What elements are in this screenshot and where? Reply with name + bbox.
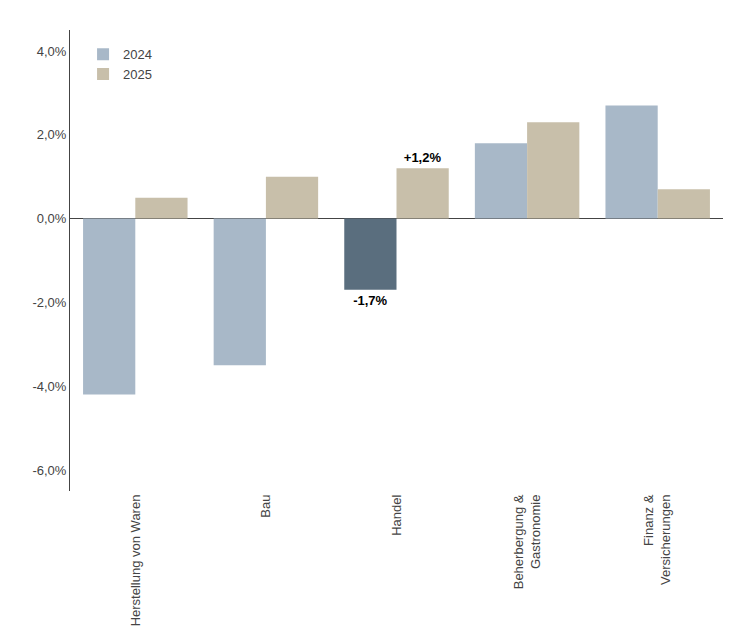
svg-text:-1,7%: -1,7% bbox=[353, 293, 387, 308]
svg-text:2,0%: 2,0% bbox=[37, 127, 67, 142]
svg-text:-2,0%: -2,0% bbox=[32, 295, 66, 310]
svg-text:-6,0%: -6,0% bbox=[32, 463, 66, 478]
svg-text:0,0%: 0,0% bbox=[37, 211, 67, 226]
svg-text:+1,2%: +1,2% bbox=[404, 150, 442, 165]
svg-text:Beherbergung &Gastronomie: Beherbergung &Gastronomie bbox=[511, 494, 543, 589]
svg-text:2024: 2024 bbox=[123, 47, 152, 62]
svg-text:-4,0%: -4,0% bbox=[32, 379, 66, 394]
svg-text:Finanz &Versicherungen: Finanz &Versicherungen bbox=[641, 494, 673, 585]
svg-text:Herstellung von Waren: Herstellung von Waren bbox=[128, 495, 143, 627]
svg-text:Handel: Handel bbox=[389, 494, 404, 535]
svg-text:4,0%: 4,0% bbox=[37, 44, 67, 59]
svg-text:Bau: Bau bbox=[258, 495, 273, 518]
svg-text:2025: 2025 bbox=[123, 67, 152, 82]
